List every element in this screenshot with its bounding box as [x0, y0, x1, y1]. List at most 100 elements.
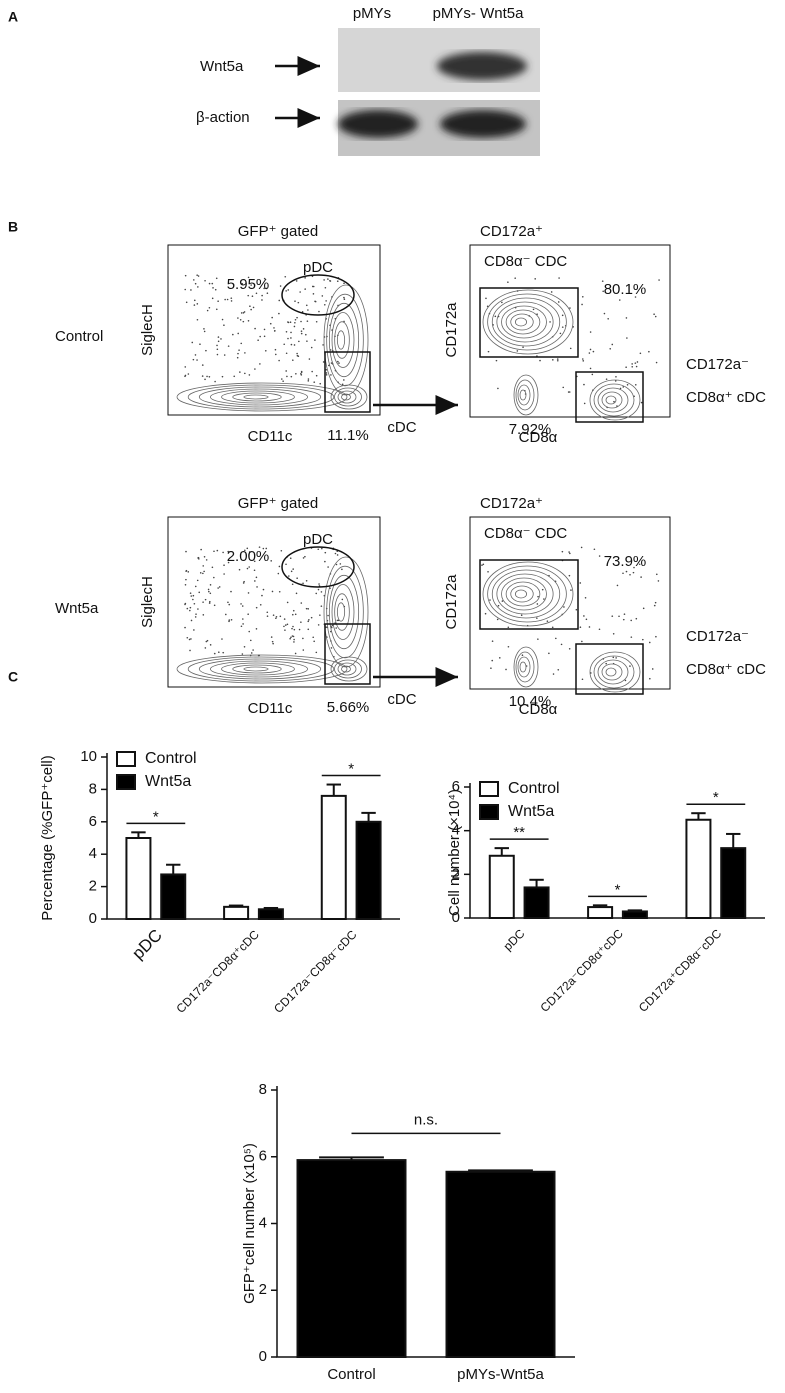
- event-dot: [579, 626, 582, 629]
- event-dot: [343, 296, 345, 299]
- event-dot: [275, 617, 277, 620]
- event-dot: [611, 615, 614, 617]
- event-dot: [190, 638, 192, 640]
- event-dot: [285, 330, 288, 333]
- event-dot: [291, 627, 293, 630]
- event-dot: [274, 348, 277, 351]
- event-dot: [227, 601, 229, 604]
- gate-label: pDC: [303, 259, 333, 276]
- event-dot: [484, 612, 487, 615]
- contour: [198, 386, 322, 408]
- event-dot: [507, 281, 509, 283]
- event-dot: [648, 350, 650, 353]
- event-dot: [278, 299, 281, 302]
- gate: [575, 643, 644, 695]
- event-dot: [212, 287, 214, 289]
- event-dot: [279, 615, 282, 618]
- y-tick-label: 6: [89, 813, 97, 830]
- event-dot: [569, 347, 572, 350]
- event-dot: [622, 572, 624, 575]
- event-dot: [312, 285, 315, 288]
- contour: [330, 384, 368, 410]
- event-dot: [208, 590, 210, 593]
- contour: [210, 660, 308, 678]
- event-dot: [334, 552, 337, 555]
- x-tick-label: pDC: [128, 926, 165, 963]
- gate-pct: 5.66%: [327, 699, 370, 716]
- contour: [605, 395, 617, 405]
- event-dot: [278, 312, 280, 315]
- contour: [337, 662, 357, 676]
- event-dot: [285, 370, 287, 372]
- event-dot: [532, 308, 535, 311]
- event-dot: [248, 374, 251, 376]
- event-dot: [201, 375, 204, 377]
- event-dot: [271, 316, 273, 319]
- event-dot: [490, 667, 492, 669]
- event-dot: [294, 321, 296, 324]
- event-dot: [213, 576, 215, 579]
- event-dot: [588, 626, 591, 628]
- contour: [491, 569, 561, 619]
- event-dot: [598, 628, 601, 631]
- contour: [597, 387, 629, 413]
- event-dot: [308, 618, 310, 621]
- event-dot: [321, 295, 324, 297]
- event-dot: [319, 614, 321, 616]
- event-dot: [198, 591, 201, 594]
- event-dot: [217, 300, 219, 302]
- event-dot: [625, 366, 627, 369]
- event-dot: [607, 317, 609, 320]
- event-dot: [635, 365, 638, 368]
- contour: [589, 651, 641, 693]
- event-dot: [289, 637, 291, 640]
- event-dot: [291, 583, 294, 586]
- event-dot: [290, 375, 293, 378]
- event-dot: [285, 352, 288, 355]
- event-dot: [300, 320, 302, 323]
- contour: [597, 659, 629, 685]
- event-dot: [612, 656, 615, 659]
- event-dot: [314, 300, 316, 303]
- event-dot: [253, 560, 256, 563]
- event-dot: [293, 641, 295, 643]
- event-dot: [265, 547, 268, 550]
- event-dot: [322, 344, 324, 346]
- gate: [479, 559, 579, 630]
- event-dot: [206, 375, 208, 378]
- event-dot: [295, 372, 297, 375]
- contour: [323, 284, 369, 396]
- event-dot: [494, 315, 497, 318]
- bar: [587, 906, 614, 919]
- y-tick-label: 10: [80, 748, 97, 765]
- event-dot: [196, 359, 198, 361]
- event-dot: [318, 583, 320, 585]
- event-dot: [287, 337, 289, 340]
- event-dot: [305, 304, 308, 307]
- event-dot: [263, 287, 265, 290]
- event-dot: [274, 329, 276, 332]
- event-dot: [293, 344, 296, 346]
- bar: [685, 818, 712, 919]
- event-dot: [563, 606, 565, 608]
- event-dot: [536, 617, 538, 619]
- y-axis-label: Percentage (%GFP⁺cell): [39, 755, 56, 920]
- event-dot: [290, 343, 293, 346]
- event-dot: [561, 326, 564, 328]
- event-dot: [295, 592, 298, 595]
- event-dot: [304, 277, 306, 279]
- event-dot: [601, 280, 604, 282]
- event-dot: [605, 378, 608, 380]
- event-dot: [294, 613, 297, 616]
- event-dot: [302, 557, 305, 559]
- contour: [496, 301, 554, 343]
- event-dot: [325, 374, 328, 376]
- event-dot: [273, 327, 275, 329]
- event-dot: [223, 573, 225, 575]
- event-dot: [549, 321, 551, 323]
- event-dot: [242, 320, 245, 323]
- event-dot: [272, 642, 274, 645]
- event-dot: [285, 563, 287, 566]
- legend-label: Control: [508, 780, 560, 797]
- contour: [482, 561, 574, 627]
